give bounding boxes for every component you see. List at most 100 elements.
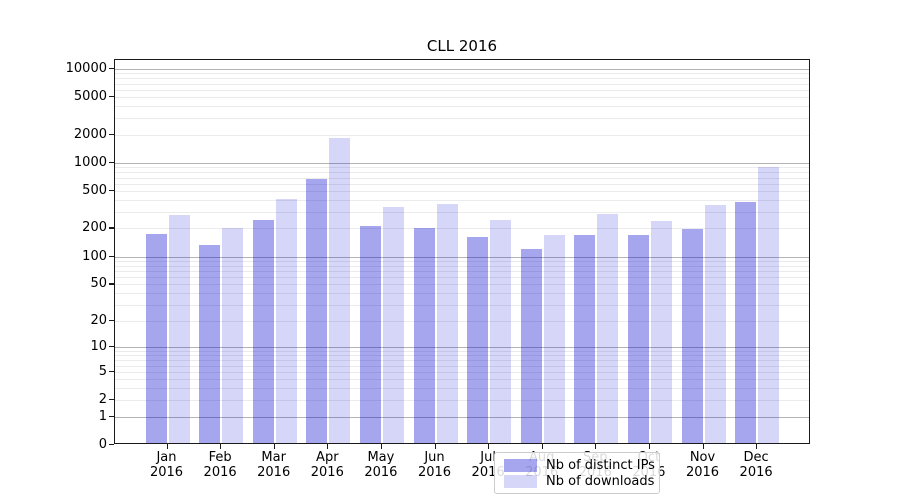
y-tick-mark (109, 133, 114, 135)
gridline-minor (115, 172, 809, 174)
y-tick-mark (109, 161, 114, 164)
gridline-minor (115, 355, 809, 357)
y-tick-mark (109, 370, 114, 373)
gridline-minor (115, 73, 809, 75)
bar-distinct-ips-jan (145, 234, 167, 443)
gridline-major (115, 256, 809, 258)
bar-downloads-mar (275, 198, 297, 443)
chart-title: CLL 2016 (426, 37, 498, 55)
gridline-minor (115, 270, 809, 272)
gridline-major (115, 347, 809, 349)
x-tick-mark (541, 444, 543, 449)
gridline-minor (115, 265, 809, 267)
bar-downloads-aug (543, 235, 565, 443)
x-tick-label: May 2016 (364, 450, 398, 480)
bar-downloads-sep (597, 213, 619, 443)
x-tick-label: Jun 2016 (417, 450, 452, 480)
x-tick-mark (702, 444, 704, 449)
y-tick-label: 0 (98, 437, 107, 452)
x-tick-mark (595, 444, 597, 449)
bar-downloads-may (382, 207, 404, 443)
x-tick-label: Dec 2016 (739, 450, 773, 480)
plot-area: Nb of distinct IPs Nb of downloads (114, 59, 810, 494)
y-tick-label: 500 (82, 183, 107, 199)
y-tick-mark (109, 67, 114, 70)
x-tick-mark (327, 444, 329, 449)
x-tick-mark (380, 444, 383, 449)
x-tick-label: Feb 2016 (203, 450, 237, 480)
gridline-minor (115, 97, 809, 99)
bar-distinct-ips-aug (520, 248, 542, 443)
x-tick-mark (273, 444, 275, 449)
gridline-major (115, 68, 809, 70)
x-tick-mark (488, 444, 490, 449)
gridline-minor (115, 293, 809, 295)
gridline-minor (115, 388, 809, 390)
bar-downloads-oct (650, 221, 672, 443)
gridline-minor (115, 304, 809, 306)
gridline-minor (115, 365, 809, 367)
bar-downloads-jun (436, 203, 458, 443)
x-tick-label: Mar 2016 (257, 450, 291, 480)
gridline-minor (115, 191, 809, 193)
bar-downloads-dec (758, 167, 780, 443)
bar-distinct-ips-apr (306, 178, 328, 443)
y-tick-label: 50 (90, 276, 107, 292)
gridline-minor (115, 200, 809, 202)
bar-downloads-nov (704, 204, 726, 443)
gridline-minor (115, 351, 809, 352)
y-tick-mark (109, 96, 114, 98)
legend-item-downloads: Nb of downloads (504, 474, 654, 489)
gridline-minor (115, 167, 809, 169)
bar-distinct-ips-jul (467, 237, 489, 443)
y-tick-label: 20 (90, 312, 107, 328)
bar-distinct-ips-oct (627, 235, 649, 443)
bar-distinct-ips-jun (413, 227, 435, 443)
y-tick-label: 2000 (73, 126, 107, 142)
gridline-minor (115, 228, 809, 230)
bar-downloads-feb (222, 227, 244, 443)
x-tick-mark (648, 444, 651, 449)
y-tick-mark (109, 319, 114, 321)
x-tick-label: Apr 2016 (310, 450, 344, 480)
x-tick-mark (434, 444, 436, 449)
gridline-minor (115, 400, 809, 402)
bar-distinct-ips-nov (681, 229, 703, 443)
gridline-minor (115, 89, 809, 91)
gridline-minor (115, 260, 809, 262)
bar-distinct-ips-feb (199, 244, 221, 443)
gridline-major (115, 162, 809, 164)
y-tick-mark (109, 444, 114, 446)
y-tick-label: 10 (90, 339, 107, 355)
y-tick-mark (109, 346, 114, 348)
y-tick-label: 5000 (73, 89, 107, 105)
y-tick-label: 5 (98, 363, 107, 379)
y-tick-mark (109, 255, 114, 257)
y-tick-mark (109, 190, 114, 192)
gridline-major (115, 416, 809, 418)
gridline-minor (115, 277, 809, 279)
x-tick-mark (756, 444, 758, 449)
gridline-minor (115, 106, 809, 108)
y-tick-label: 200 (82, 220, 107, 236)
legend-swatch-downloads (504, 474, 537, 488)
legend-label-distinct-ips: Nb of distinct IPs (546, 457, 655, 473)
y-tick-label: 2 (98, 392, 107, 408)
y-tick-label: 10000 (65, 60, 107, 76)
gridline-minor (115, 118, 809, 120)
gridline-minor (115, 212, 809, 213)
gridline-minor (115, 183, 809, 185)
x-tick-label: Nov 2016 (685, 450, 720, 480)
bar-distinct-ips-mar (252, 220, 274, 443)
y-tick-label: 1 (98, 408, 107, 424)
gridline-minor (115, 83, 809, 85)
gridline-minor (115, 134, 809, 136)
y-tick-label: 100 (82, 248, 107, 264)
x-tick-mark (220, 444, 222, 449)
legend-item-distinct-ips: Nb of distinct IPs (504, 457, 655, 473)
legend: Nb of distinct IPs Nb of downloads (494, 452, 660, 494)
x-tick-label: Jan 2016 (149, 450, 184, 480)
y-tick-mark (109, 399, 114, 401)
bar-distinct-ips-may (359, 225, 381, 443)
